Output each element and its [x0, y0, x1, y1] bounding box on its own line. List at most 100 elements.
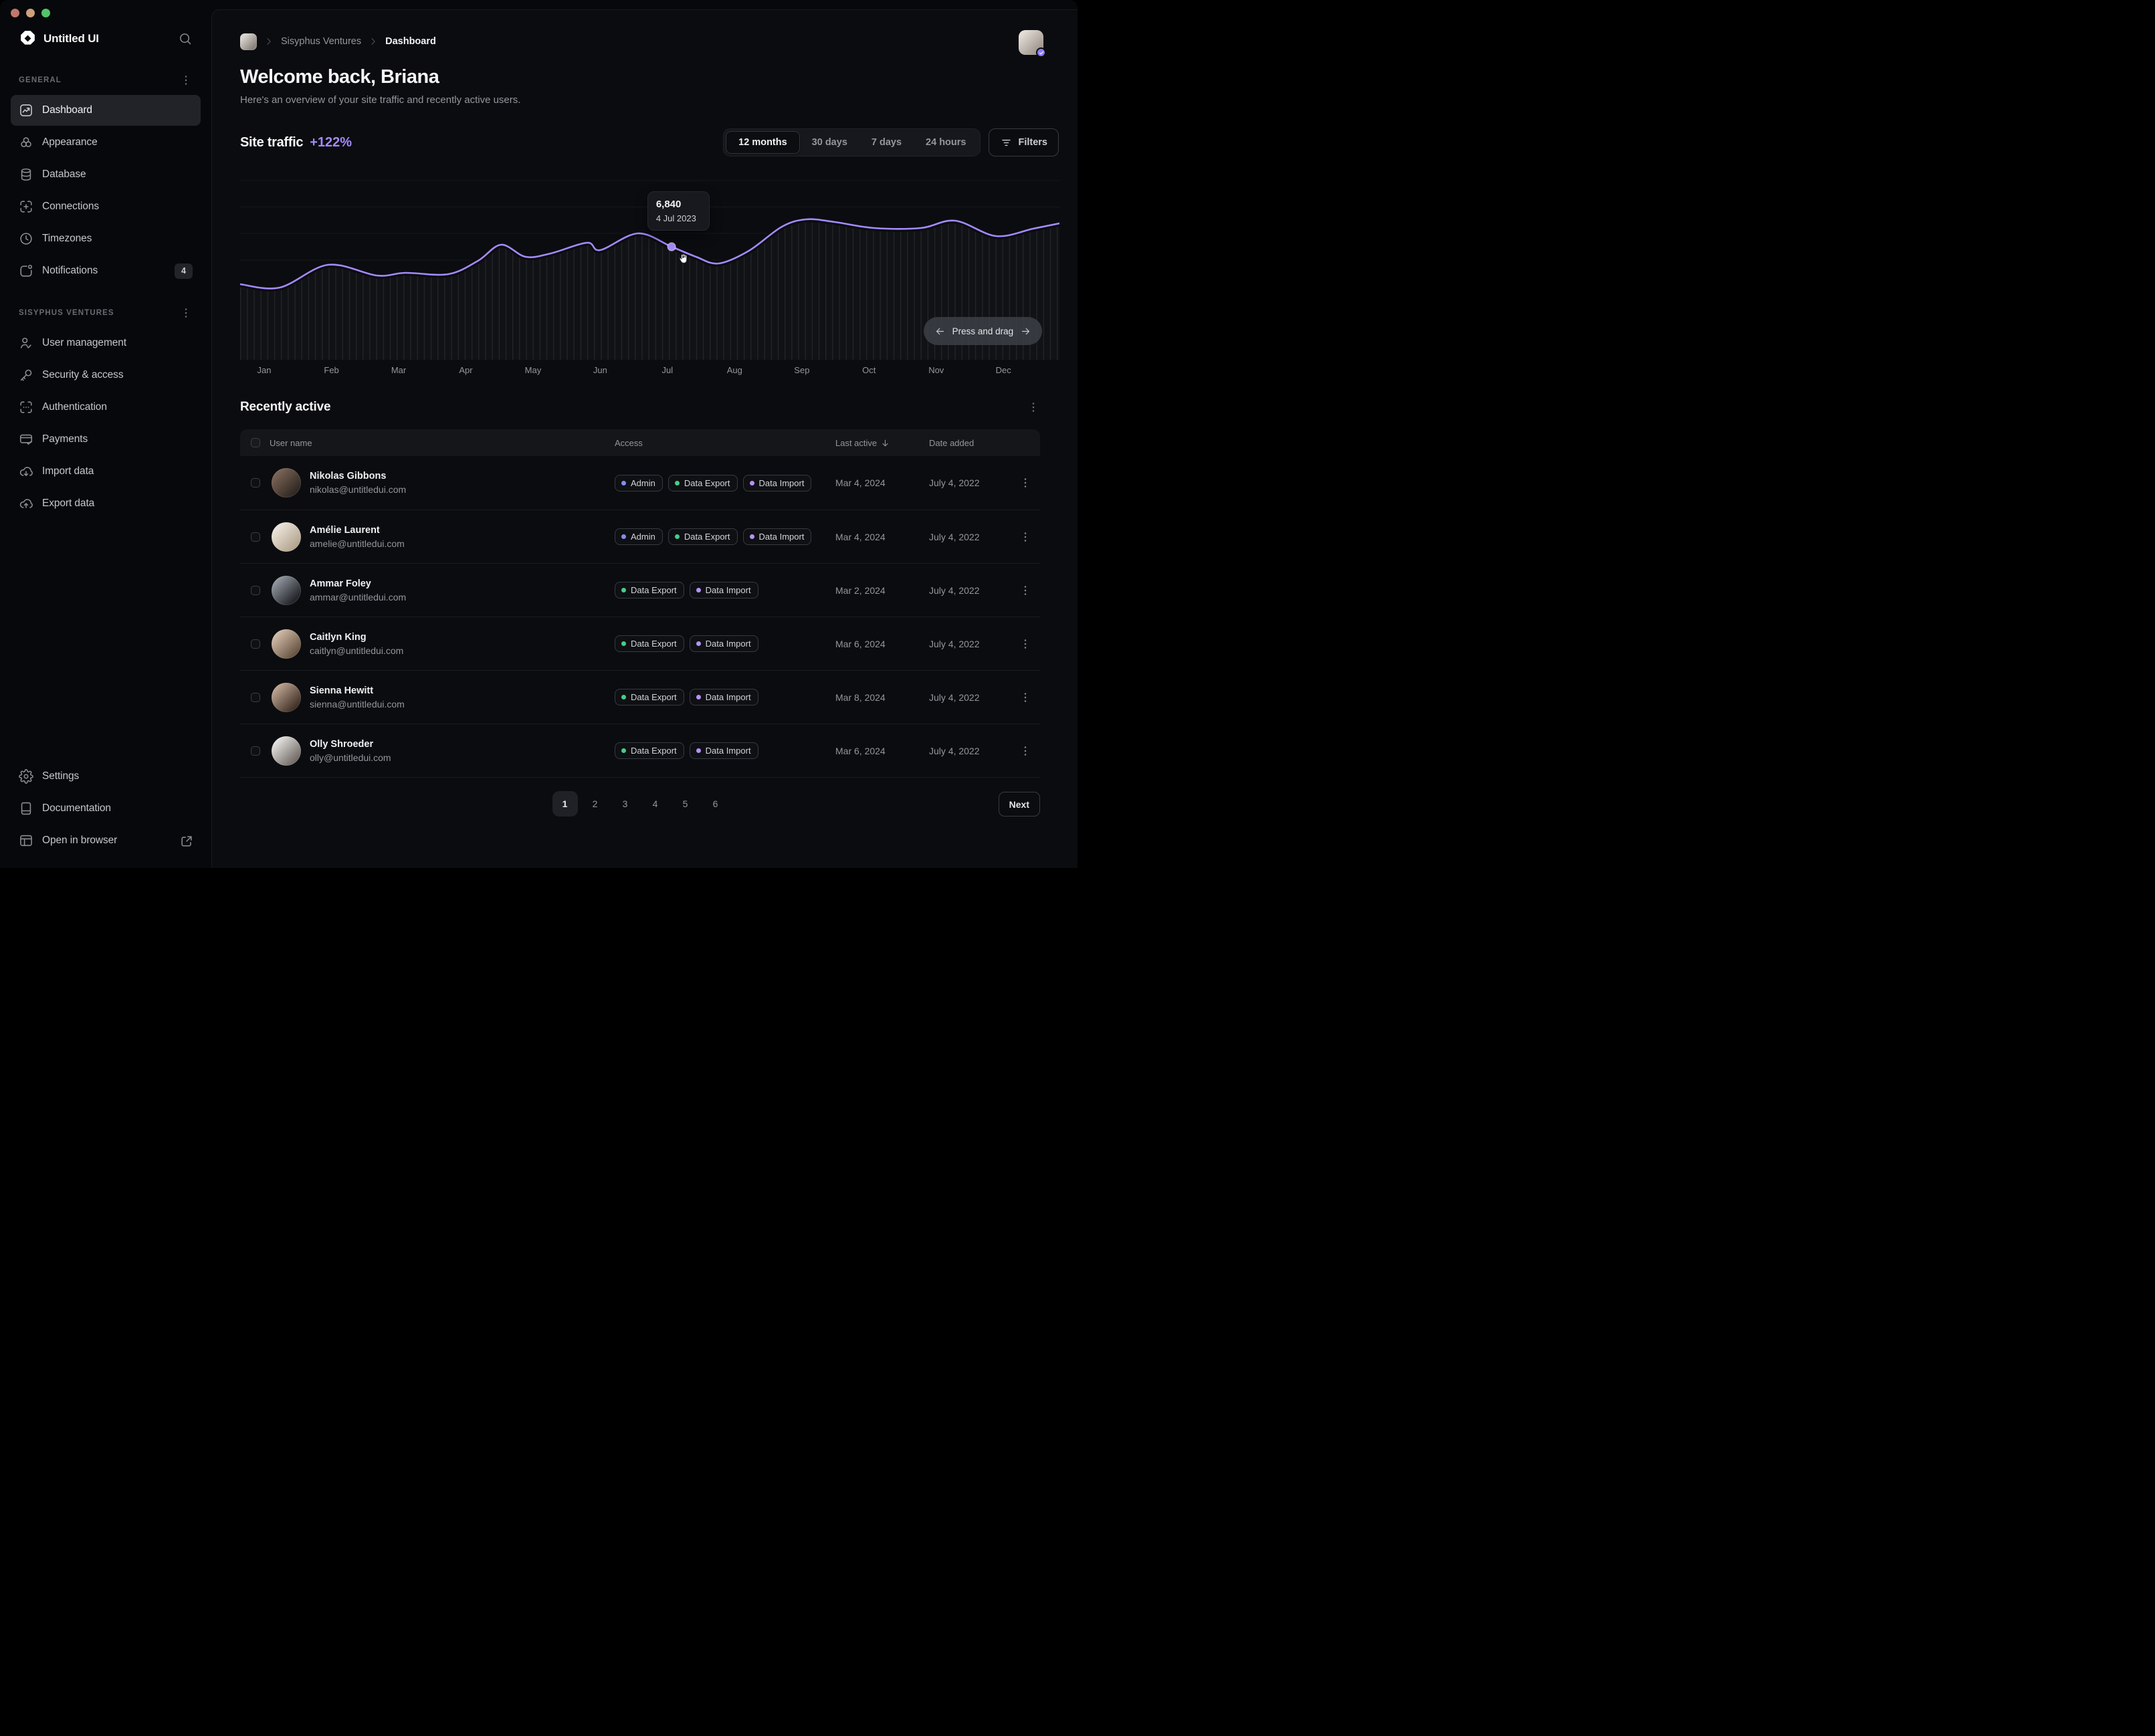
sidebar-item-authentication[interactable]: Authentication [11, 392, 201, 423]
sidebar-item-timezones[interactable]: Timezones [11, 223, 201, 254]
sidebar-item-appearance[interactable]: Appearance [11, 127, 201, 158]
row-checkbox[interactable] [251, 746, 260, 756]
breadcrumb-org[interactable]: Sisyphus Ventures [281, 36, 362, 47]
page-title: Welcome back, Briana [240, 66, 439, 88]
page-5-button[interactable]: 5 [682, 798, 688, 809]
column-last-active[interactable]: Last active [835, 438, 890, 448]
range-tab-12-months[interactable]: 12 months [726, 131, 800, 154]
range-tab-24-hours[interactable]: 24 hours [926, 137, 966, 148]
filters-button[interactable]: Filters [989, 128, 1059, 156]
recently-active-header: Recently active [240, 400, 1040, 415]
sidebar-item-open-in-browser[interactable]: Open in browser [11, 825, 201, 856]
sidebar-item-export-data[interactable]: Export data [11, 488, 201, 519]
user-email: caitlyn@untitledui.com [310, 645, 404, 656]
select-all-checkbox[interactable] [251, 438, 260, 447]
next-page-button[interactable]: Next [998, 792, 1040, 817]
page-1-button[interactable]: 1 [552, 791, 578, 817]
badge-dot-icon [674, 534, 680, 539]
window-close-button[interactable] [11, 9, 19, 17]
row-checkbox[interactable] [251, 692, 260, 702]
search-icon[interactable] [178, 31, 193, 46]
table-row[interactable]: Caitlyn King caitlyn@untitledui.com Data E… [240, 617, 1040, 670]
press-and-drag-hint[interactable]: Press and drag [923, 317, 1043, 345]
range-tab-30-days[interactable]: 30 days [811, 137, 847, 148]
sidebar-item-label: Import data [42, 465, 94, 477]
badge-admin: Admin [615, 528, 663, 545]
page-6-button[interactable]: 6 [712, 798, 718, 809]
x-tick-aug: Aug [726, 365, 742, 375]
verified-badge-icon [1036, 47, 1046, 58]
row-actions-icon[interactable] [1019, 744, 1032, 758]
sidebar-item-documentation[interactable]: Documentation [11, 793, 201, 824]
x-tick-oct: Oct [862, 365, 876, 375]
recently-active-table: User name Access Last active Date added … [240, 429, 1040, 778]
row-actions-icon[interactable] [1019, 584, 1032, 597]
x-tick-mar: Mar [391, 365, 407, 375]
page-3-button[interactable]: 3 [622, 798, 628, 809]
row-checkbox[interactable] [251, 585, 260, 595]
access-badges: Admin Data Export Data Import [615, 474, 812, 492]
row-actions-icon[interactable] [1019, 530, 1032, 544]
sidebar-item-connections[interactable]: Connections [11, 191, 201, 222]
arrow-left-icon [936, 328, 944, 334]
row-actions-icon[interactable] [1019, 637, 1032, 651]
sidebar-item-database[interactable]: Database [11, 159, 201, 190]
row-actions-icon[interactable] [1019, 476, 1032, 490]
sidebar-item-user-management[interactable]: User management [11, 328, 201, 358]
window-minimize-button[interactable] [26, 9, 35, 17]
avatar [272, 682, 301, 712]
x-tick-jun: Jun [593, 365, 607, 375]
chevron-right-icon [371, 38, 375, 45]
badge-admin: Admin [615, 474, 663, 492]
main-panel: Sisyphus Ventures Dashboard Welcome back… [211, 9, 1078, 868]
sidebar-item-import-data[interactable]: Import data [11, 456, 201, 487]
badge-dot-icon [696, 588, 701, 592]
dashboard-icon [20, 104, 32, 116]
chart-area-fill [240, 219, 1059, 360]
column-user-name[interactable]: User name [270, 437, 312, 448]
table-row[interactable]: Olly Shroeder olly@untitledui.com Data Exp… [240, 724, 1040, 777]
row-checkbox[interactable] [251, 639, 260, 649]
user-management-icon [20, 338, 31, 348]
table-row[interactable]: Sienna Hewitt sienna@untitledui.com Data E… [240, 670, 1040, 724]
sidebar: Untitled UI GENERAL Dashboard Appearance Da… [0, 0, 211, 868]
column-access[interactable]: Access [615, 437, 643, 448]
breadcrumb-avatar[interactable] [240, 33, 257, 50]
press-drag-label: Press and drag [952, 326, 1014, 336]
access-badges: Admin Data Export Data Import [615, 528, 812, 545]
access-badges: Data Export Data Import [615, 582, 758, 599]
date-range-tabs: 12 months 30 days 7 days 24 hours [723, 128, 981, 156]
row-actions-icon[interactable] [1019, 691, 1032, 704]
row-checkbox[interactable] [251, 478, 260, 487]
row-checkbox[interactable] [251, 532, 260, 542]
sidebar-item-label: Documentation [42, 802, 111, 814]
filter-lines-icon [1002, 139, 1011, 146]
site-traffic-chart[interactable]: Jan Feb Mar Apr May Jun Jul Aug Sep Oct Nov Dec 6,8… [240, 175, 1059, 376]
last-active-date: Mar 6, 2024 [835, 638, 886, 649]
hover-point-marker [667, 242, 676, 251]
browser-icon [20, 835, 32, 847]
sidebar-item-settings[interactable]: Settings [11, 761, 201, 792]
breadcrumb-current[interactable]: Dashboard [385, 36, 436, 47]
badge-dot-icon [696, 748, 701, 753]
table-row[interactable]: Nikolas Gibbons nikolas@untitledui.com Adm… [240, 456, 1040, 510]
site-traffic-title: Site traffic [240, 134, 304, 150]
dots-vertical-icon[interactable] [1027, 401, 1040, 414]
page-2-button[interactable]: 2 [592, 798, 598, 809]
dots-vertical-icon[interactable] [179, 74, 193, 87]
sidebar-item-security-access[interactable]: Security & access [11, 360, 201, 391]
sidebar-item-notifications[interactable]: Notifications 4 [11, 255, 201, 286]
page-4-button[interactable]: 4 [652, 798, 658, 809]
range-tab-7-days[interactable]: 7 days [871, 137, 902, 148]
table-row[interactable]: Amélie Laurent amelie@untitledui.com Admin… [240, 510, 1040, 563]
column-date-added[interactable]: Date added [929, 437, 974, 448]
table-row[interactable]: Ammar Foley ammar@untitledui.com Data Expo… [240, 563, 1040, 617]
sidebar-item-payments[interactable]: Payments [11, 424, 201, 455]
timezones-icon [20, 233, 32, 245]
user-menu[interactable] [1019, 30, 1046, 58]
window-zoom-button[interactable] [41, 9, 50, 17]
dots-vertical-icon[interactable] [179, 306, 193, 320]
logo-mark-icon [21, 30, 35, 45]
sidebar-item-dashboard[interactable]: Dashboard [11, 95, 201, 126]
page-subtitle: Here's an overview of your site traffic … [240, 94, 521, 106]
